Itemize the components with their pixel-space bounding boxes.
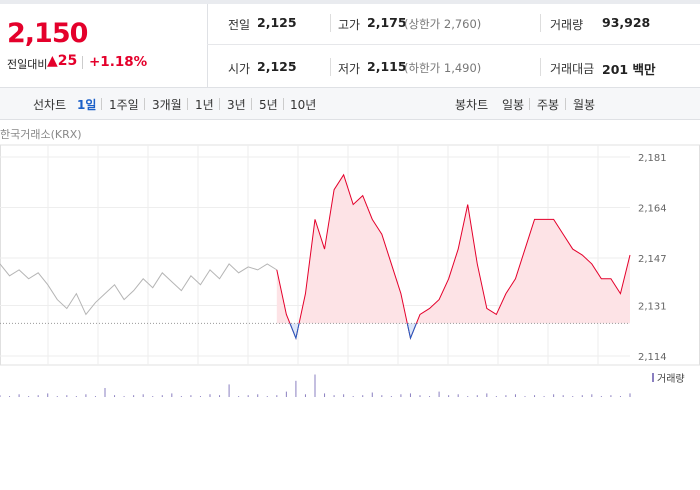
tab-group-label: 봉차트 [455, 98, 489, 112]
chart: 한국거래소(KRX) 2,114 2,131 2,147 2,164 2,181 거래량 [0, 128, 700, 397]
price: 2,150 [7, 18, 88, 49]
tab-sep [283, 98, 284, 110]
col-divider [330, 14, 331, 32]
stat-note: (하한가 1,490) [404, 61, 482, 75]
tab[interactable]: 주봉 [537, 98, 560, 112]
tab[interactable]: 1년 [195, 98, 214, 112]
change-label: 전일대비 [7, 58, 48, 71]
tab[interactable]: 3년 [227, 98, 246, 112]
tab[interactable]: 5년 [259, 98, 278, 112]
divider [82, 56, 83, 69]
stat-label: 시가 [228, 62, 251, 76]
stat-label: 저가 [338, 62, 361, 76]
tab[interactable]: 3개월 [152, 98, 182, 112]
tab-sep [529, 98, 530, 110]
col-divider [540, 58, 541, 76]
tab[interactable]: 10년 [290, 98, 317, 112]
price-line [276, 173, 631, 340]
stat-value: 2,125 [257, 59, 297, 74]
tab-sep [101, 98, 102, 110]
stat-label: 거래대금 [550, 62, 595, 76]
stat-value: 93,928 [602, 15, 651, 30]
col-divider [540, 14, 541, 32]
tab[interactable]: 1주일 [109, 98, 139, 112]
price-line [0, 263, 278, 316]
y-tick-label: 2,114 [638, 352, 667, 363]
tab-group-label: 선차트 [33, 98, 67, 112]
stat-label: 전일 [228, 18, 251, 32]
stat-value: 2,175 [367, 15, 407, 30]
stat-value: 2,125 [257, 15, 297, 30]
stat-label: 고가 [338, 18, 361, 32]
tab-bar: 선차트 1일 1주일 3개월 1년 3년 5년 10년 봉차트 일봉 주봉 월봉 [0, 88, 700, 120]
y-tick-label: 2,164 [638, 203, 667, 214]
legend-swatch [652, 373, 654, 382]
stat-value: 2,115 [367, 59, 407, 74]
tab-sep [251, 98, 252, 110]
source: 한국거래소(KRX) [0, 128, 82, 141]
price-box: 2,150 전일대비 ▲25 +1.18% [0, 4, 208, 88]
tab[interactable]: 일봉 [502, 98, 525, 112]
stat-note: (상한가 2,760) [404, 17, 482, 31]
change-rate: +1.18% [89, 54, 148, 70]
tab-sep [565, 98, 566, 110]
y-tick-label: 2,147 [638, 254, 667, 265]
y-tick-label: 2,131 [638, 302, 667, 313]
stat-label: 거래량 [550, 18, 584, 32]
row-divider [207, 44, 700, 45]
change: ▲25 [47, 53, 78, 69]
quote-panel: 2,150 전일대비 ▲25 +1.18% 전일 2,125 고가 2,175 … [0, 0, 700, 88]
legend-label: 거래량 [657, 373, 685, 385]
stat-value: 201 백만 [602, 62, 656, 77]
tab[interactable]: 월봉 [573, 98, 596, 112]
tab-sep [219, 98, 220, 110]
tab[interactable]: 1일 [77, 98, 97, 112]
tab-sep [187, 98, 188, 110]
col-divider [330, 58, 331, 76]
tab-sep [144, 98, 145, 110]
y-tick-label: 2,181 [638, 153, 667, 164]
area-above [276, 174, 630, 324]
